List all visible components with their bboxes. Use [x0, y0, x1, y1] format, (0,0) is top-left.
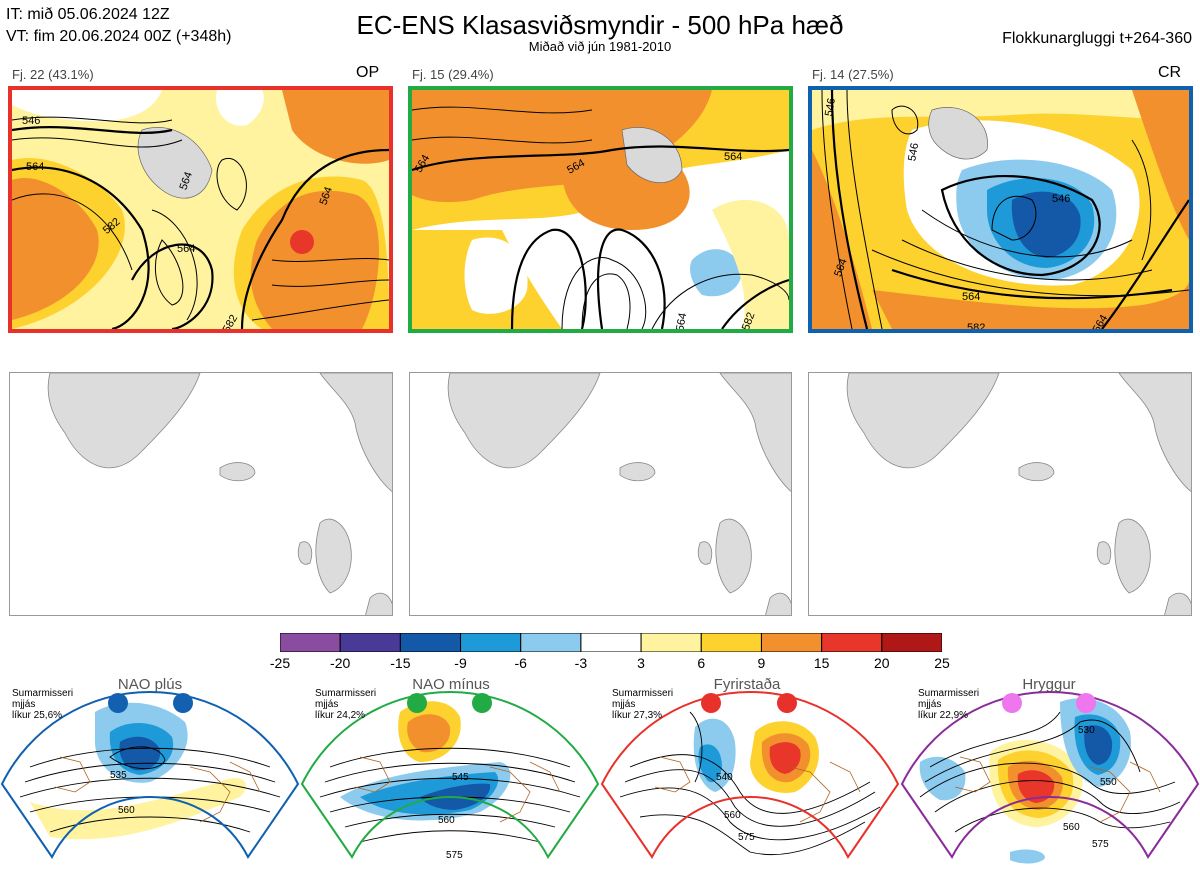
regime-ridge-note: Sumarmisseri mjjás líkur 22,9%: [918, 688, 980, 721]
colorbar-tick-label: -20: [330, 655, 351, 671]
colorbar-segment: [279, 632, 341, 653]
contour-label: 582: [967, 322, 985, 329]
colorbar-segment: [700, 632, 762, 653]
colorbar: [279, 632, 943, 653]
cluster-2-map[interactable]: 564 564 564 564 582: [408, 86, 793, 333]
cluster-3-map[interactable]: 546 546 546 564 564 582 564: [808, 86, 1193, 333]
colorbar-tick-label: -6: [514, 655, 527, 671]
contour-label: 550: [1100, 777, 1117, 788]
contour-label: 546: [22, 115, 40, 127]
contour-label: 564: [832, 257, 850, 278]
contour-label: 540: [716, 772, 733, 783]
contour-label: 564: [317, 185, 335, 206]
regime-nao-plus-note: Sumarmisseri mjjás líkur 25,6%: [12, 688, 74, 721]
regime-blocking-note: Sumarmisseri mjjás líkur 27,3%: [612, 688, 674, 721]
colorbar-tick-label: -3: [574, 655, 588, 671]
cluster-3-code: CR: [1158, 64, 1182, 81]
contour-label: 530: [1078, 725, 1095, 736]
cluster-1-label: Fj. 22 (43.1%): [12, 67, 94, 82]
initial-time: IT: mið 05.06.2024 12Z: [6, 6, 170, 23]
contour-label: 564: [26, 161, 44, 173]
regime-nao-minus-map: 545 560 575: [300, 691, 600, 861]
cluster-3-label: Fj. 14 (27.5%): [812, 67, 894, 82]
cluster-2-label: Fj. 15 (29.4%): [412, 67, 494, 82]
colorbar-segment: [399, 632, 462, 653]
colorbar-tick-label: 6: [697, 655, 706, 671]
regime-nao-minus-note: Sumarmisseri mjjás líkur 24,2%: [315, 688, 377, 721]
regime-panels: 535 560 545 560 575: [0, 691, 1200, 864]
colorbar-segment: [821, 632, 883, 653]
forecast-times: IT: mið 05.06.2024 12Z VT: fim 20.06.202…: [6, 4, 231, 48]
contour-label: 575: [738, 832, 755, 843]
colorbar-tick-label: 20: [874, 655, 890, 671]
regime-blocking-title: Fyrirstaða: [713, 676, 781, 693]
regime-ridge-map: 530 550 560 575: [900, 691, 1200, 864]
contour-label: 564: [724, 151, 742, 163]
regime-nao-plus-title: NAO plús: [117, 676, 183, 693]
contour-label: 564: [177, 243, 195, 255]
regime-nao-plus-map: 535 560: [0, 691, 300, 859]
cluster-1-map[interactable]: 546 564 564 582 564 564 582: [8, 86, 393, 333]
page-subtitle: Miðað við jún 1981-2010: [528, 39, 672, 54]
colorbar-tick-label: -15: [390, 655, 411, 671]
colorbar-segment: [580, 632, 642, 653]
contour-label: 575: [446, 850, 463, 861]
colorbar-segment: [460, 632, 522, 653]
page-title: EC-ENS Klasasviðsmyndir - 500 hPa hæð: [356, 10, 844, 40]
contour-label: 546: [1052, 193, 1070, 205]
contour-label: 575: [1092, 839, 1109, 850]
cluster-3-anomaly-map[interactable]: [808, 372, 1192, 616]
contour-label: 535: [110, 770, 127, 781]
contour-label: 564: [674, 312, 689, 329]
colorbar-segment: [339, 632, 401, 653]
contour-label: 545: [452, 772, 469, 783]
colorbar-tick-label: 9: [757, 655, 766, 671]
contour-label: 546: [823, 97, 838, 117]
cluster-1-anomaly-map[interactable]: [9, 372, 393, 616]
colorbar-segment: [520, 632, 582, 653]
contour-label: 560: [438, 815, 455, 826]
valid-time: VT: fim 20.06.2024 00Z (+348h): [6, 28, 232, 45]
contour-label: 560: [1063, 822, 1080, 833]
cluster-1-code: OP: [356, 64, 380, 81]
contour-label: 546: [906, 142, 921, 162]
contour-label: 560: [118, 805, 135, 816]
regime-blocking-map: 540 560 575: [600, 691, 900, 859]
contour-label: 560: [724, 810, 741, 821]
colorbar-segment: [881, 632, 943, 653]
regime-ridge-title: Hryggur: [1022, 676, 1076, 693]
colorbar-tick-label: 3: [637, 655, 645, 671]
colorbar-segment: [760, 632, 823, 653]
cluster-2-anomaly-map[interactable]: [409, 372, 792, 616]
contour-label: 564: [177, 170, 195, 191]
contour-label: 582: [740, 311, 758, 329]
colorbar-tick-label: 25: [934, 655, 950, 671]
colorbar-segment: [640, 632, 702, 653]
colorbar-tick-label: -9: [454, 655, 467, 671]
regime-nao-minus-title: NAO mínus: [412, 676, 490, 693]
colorbar-tick-label: 15: [813, 655, 830, 671]
colorbar-tick-label: -25: [269, 655, 291, 671]
classification-window: Flokkunargluggi t+264-360: [1002, 30, 1192, 47]
contour-label: 564: [962, 291, 980, 303]
